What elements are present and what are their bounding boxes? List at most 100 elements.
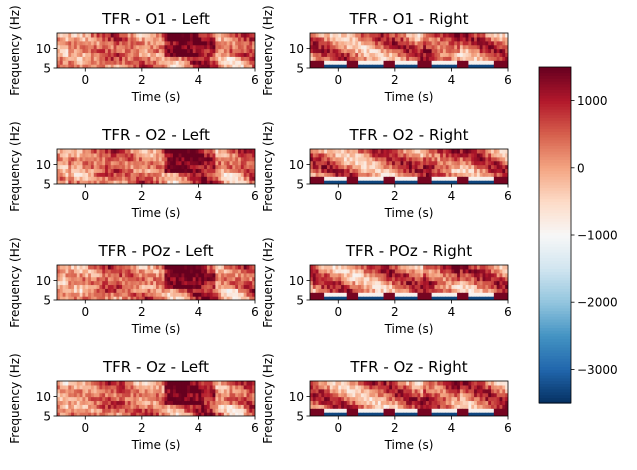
heatmap-cell [332, 152, 337, 158]
heatmap-cell [372, 408, 376, 413]
heatmap-cell [192, 48, 197, 54]
heatmap-cell [62, 152, 67, 158]
heatmap-cell [240, 48, 245, 54]
heatmap-cell [451, 288, 455, 293]
heatmap-cell [383, 396, 387, 402]
heatmap-cell [346, 412, 351, 416]
heatmap-cell [386, 60, 390, 65]
heatmap-cell [369, 276, 373, 282]
heatmap-cell [184, 400, 188, 405]
heatmap-cell [502, 36, 506, 42]
heatmap-cell [448, 265, 453, 270]
heatmap-cell [127, 396, 132, 402]
heatmap-cell [375, 36, 379, 42]
heatmap-cell [394, 412, 399, 416]
heatmap-cell [201, 268, 205, 274]
heatmap-cell [392, 156, 396, 162]
x-axis-label: Time (s) [131, 206, 181, 220]
heatmap-cell [221, 149, 225, 154]
panel-title: TFR - POz - Left [97, 242, 213, 260]
heatmap-cell [93, 392, 98, 398]
heatmap-cell [212, 400, 216, 405]
heatmap-cell [505, 33, 508, 38]
heatmap-cell [445, 292, 450, 297]
heatmap-cell [223, 48, 228, 54]
heatmap-cell [496, 164, 501, 170]
heatmap-cell [161, 168, 166, 173]
heatmap-cell [192, 156, 197, 162]
heatmap-cell [420, 180, 424, 184]
heatmap-cell [184, 392, 188, 398]
panel-title: TFR - O1 - Right [349, 10, 469, 28]
heatmap-cell [457, 180, 461, 184]
heatmap-cell [411, 276, 416, 282]
heatmap-cell [485, 160, 489, 166]
heatmap-cell [221, 36, 225, 42]
heatmap-cell [474, 56, 478, 61]
heatmap-cell [386, 412, 390, 416]
heatmap-cell [474, 276, 478, 282]
heatmap-cell [119, 156, 123, 162]
heatmap-cell [187, 288, 191, 293]
heatmap-cell [90, 44, 95, 50]
heatmap-cell [110, 172, 115, 177]
heatmap-cell [119, 160, 123, 166]
heatmap-cell [158, 152, 163, 158]
heatmap-cell [167, 64, 171, 68]
heatmap-cell [400, 168, 404, 173]
heatmap-cell [442, 288, 447, 293]
heatmap-cell [397, 168, 402, 173]
heatmap-cell [73, 149, 78, 154]
heatmap-cell [68, 284, 72, 289]
heatmap-cell [139, 381, 143, 386]
heatmap-cell [246, 149, 250, 154]
heatmap-cell [491, 152, 495, 158]
heatmap-cell [110, 292, 115, 297]
heatmap-cell [226, 400, 231, 405]
heatmap-cell [360, 396, 365, 402]
heatmap-cell [181, 412, 185, 416]
heatmap-cell [195, 48, 200, 54]
heatmap-cell [386, 292, 390, 297]
heatmap-cell [90, 149, 95, 154]
heatmap-cell [383, 36, 387, 42]
heatmap-cell [249, 412, 253, 416]
heatmap-cell [189, 152, 194, 158]
heatmap-cell [338, 168, 342, 173]
heatmap-cell [329, 176, 334, 181]
heatmap-cell [249, 408, 253, 413]
heatmap-cell [178, 44, 183, 50]
heatmap-cell [124, 280, 129, 286]
heatmap-cell [434, 64, 438, 68]
heatmap-cell [71, 33, 75, 38]
heatmap-cell [312, 160, 317, 166]
heatmap-cell [358, 180, 362, 184]
heatmap-cell [215, 48, 219, 54]
heatmap-cell [172, 408, 177, 413]
heatmap-cell [153, 412, 157, 416]
heatmap-cell [420, 288, 424, 293]
heatmap-cell [476, 276, 481, 282]
heatmap-cell [389, 176, 393, 181]
heatmap-cell [321, 272, 325, 278]
heatmap-cell [144, 164, 149, 170]
heatmap-cell [90, 412, 95, 416]
heatmap-cell [221, 60, 225, 65]
heatmap-cell [318, 60, 322, 65]
heatmap-cell [65, 276, 69, 282]
heatmap-cell [71, 56, 75, 61]
heatmap-cell [420, 44, 424, 50]
heatmap-cell [465, 296, 469, 300]
heatmap-cell [110, 40, 115, 46]
heatmap-cell [226, 392, 231, 398]
heatmap-cell [392, 180, 396, 184]
heatmap-cell [195, 149, 200, 154]
heatmap-cell [181, 152, 185, 158]
heatmap-cell [474, 280, 478, 286]
heatmap-cell [181, 408, 185, 413]
heatmap-cell [153, 60, 157, 65]
heatmap-cell [338, 272, 342, 278]
heatmap-cell [175, 44, 180, 50]
heatmap-cell [144, 168, 149, 173]
heatmap-cell [457, 296, 461, 300]
